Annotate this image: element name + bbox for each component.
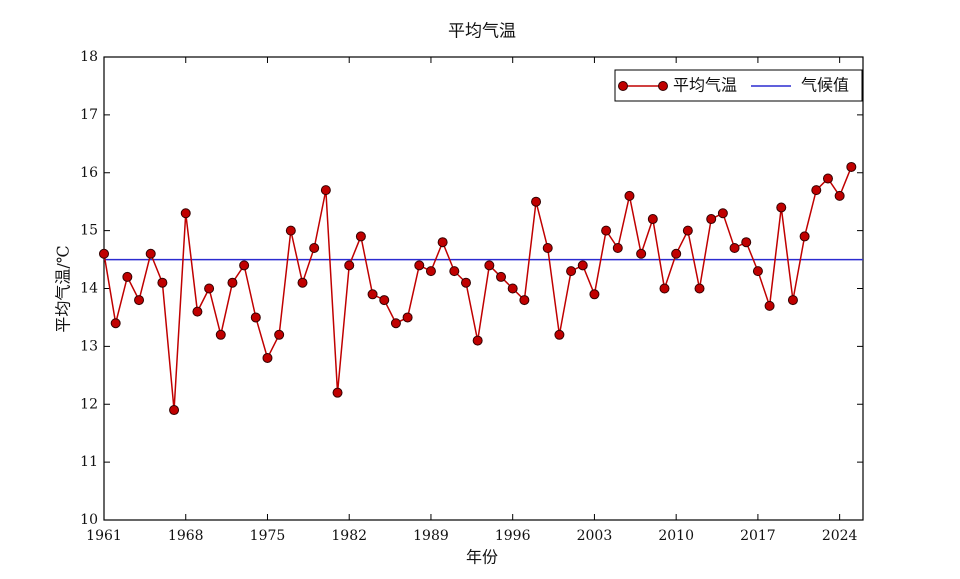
data-point: [180, 208, 191, 219]
data-point: [787, 295, 798, 306]
data-point: [776, 202, 787, 213]
legend-marker: [658, 81, 668, 91]
data-point: [215, 329, 226, 340]
data-point: [110, 318, 121, 329]
data-point: [122, 271, 133, 282]
data-point: [437, 237, 448, 248]
y-tick-label: 13: [80, 338, 98, 354]
data-point: [554, 329, 565, 340]
y-tick-label: 15: [80, 223, 98, 239]
data-point: [99, 248, 109, 259]
data-point: [367, 289, 378, 300]
x-tick-label: 1989: [413, 528, 449, 544]
data-point: [344, 260, 355, 271]
plot-frame: [103, 56, 864, 521]
data-point: [542, 242, 553, 253]
y-tick-label: 12: [80, 396, 98, 412]
data-point: [764, 300, 775, 311]
data-point: [706, 214, 717, 225]
y-tick-label: 10: [80, 512, 98, 528]
data-point: [682, 225, 693, 236]
data-point: [285, 225, 296, 236]
legend-label: 平均气温: [673, 76, 737, 95]
data-point: [425, 266, 436, 277]
data-point: [694, 283, 705, 294]
x-tick-label: 1975: [250, 528, 286, 544]
data-point: [566, 266, 577, 277]
data-point: [250, 312, 261, 323]
data-point: [752, 266, 763, 277]
data-point: [332, 387, 343, 398]
data-point: [799, 231, 810, 242]
data-point: [647, 214, 658, 225]
x-tick-label: 2003: [577, 528, 613, 544]
data-point: [157, 277, 168, 288]
data-point: [577, 260, 588, 271]
data-point: [274, 329, 285, 340]
y-tick-label: 16: [80, 165, 98, 181]
chart-title: 平均气温: [448, 22, 516, 42]
y-tick-label: 11: [80, 454, 98, 470]
data-point: [741, 237, 752, 248]
data-point: [671, 248, 682, 259]
x-tick-label: 1996: [495, 528, 531, 544]
data-point: [601, 225, 612, 236]
legend-label: 气候值: [801, 76, 849, 95]
data-point: [449, 266, 460, 277]
x-tick-label: 2017: [740, 528, 776, 544]
x-tick-label: 1961: [86, 528, 122, 544]
data-point: [624, 190, 635, 201]
data-point: [659, 283, 670, 294]
data-point: [239, 260, 250, 271]
data-point: [472, 335, 483, 346]
data-point: [227, 277, 238, 288]
data-point: [297, 277, 308, 288]
data-point: [134, 295, 145, 306]
data-point: [834, 190, 845, 201]
data-point: [717, 208, 728, 219]
data-point: [414, 260, 425, 271]
data-point: [822, 173, 833, 184]
x-tick-label: 2024: [822, 528, 858, 544]
data-point: [402, 312, 413, 323]
data-point: [846, 161, 857, 172]
data-point: [145, 248, 156, 259]
data-point: [531, 196, 542, 207]
data-point: [390, 318, 401, 329]
data-point: [496, 271, 507, 282]
data-point: [460, 277, 471, 288]
data-point: [262, 352, 273, 363]
data-point: [636, 248, 647, 259]
data-point: [729, 242, 740, 253]
y-axis-label: 平均气温/℃: [54, 245, 73, 332]
x-tick-label: 1968: [168, 528, 204, 544]
data-point: [355, 231, 366, 242]
data-point: [379, 295, 390, 306]
y-tick-label: 17: [80, 107, 98, 123]
data-point: [309, 242, 320, 253]
data-point: [204, 283, 215, 294]
y-tick-label: 14: [80, 281, 98, 297]
data-point: [507, 283, 518, 294]
data-point: [169, 405, 180, 416]
data-point: [612, 242, 623, 253]
x-axis-label: 年份: [466, 548, 498, 567]
data-point: [484, 260, 495, 271]
legend-marker: [618, 81, 628, 91]
data-line: [103, 166, 853, 411]
data-point: [320, 185, 331, 196]
x-tick-label: 2010: [658, 528, 694, 544]
x-tick-label: 1982: [331, 528, 367, 544]
data-point: [192, 306, 203, 317]
data-point: [519, 295, 530, 306]
data-point: [811, 185, 822, 196]
y-tick-label: 18: [80, 49, 98, 65]
data-point: [589, 289, 600, 300]
